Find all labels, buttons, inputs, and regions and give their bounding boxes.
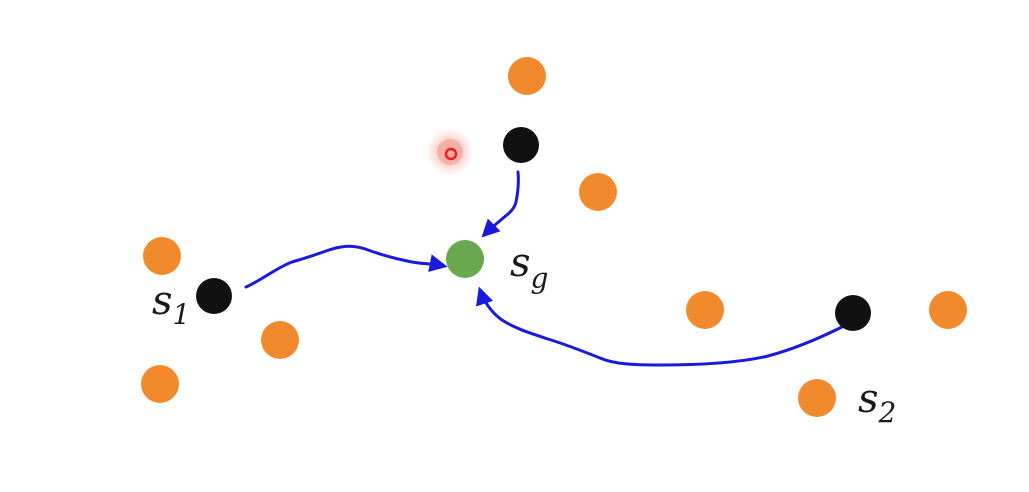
path-top-to-goal: [481, 170, 520, 238]
label-sg: sg: [510, 240, 548, 295]
start-state-s2-dot: [835, 295, 871, 331]
start-state-s1-dot: [196, 278, 232, 314]
path-s2-to-goal: [476, 286, 846, 367]
neighbor-state-dot: [143, 237, 181, 275]
neighbor-state-dot: [929, 291, 967, 329]
neighbor-state-dot: [141, 365, 179, 403]
neighbor-state-dot: [798, 379, 836, 417]
neighbor-state-dot: [686, 291, 724, 329]
path-s1-to-goal: [244, 244, 448, 289]
neighbor-state-dot: [261, 321, 299, 359]
pointer-ring-icon: [426, 128, 474, 176]
neighbor-state-dot: [508, 57, 546, 95]
label-s1: s1: [152, 278, 190, 331]
start-state-top-dot: [503, 127, 539, 163]
neighbor-state-dot: [579, 173, 617, 211]
label-s2: s2: [858, 376, 896, 429]
goal-state-dot: [446, 240, 484, 278]
